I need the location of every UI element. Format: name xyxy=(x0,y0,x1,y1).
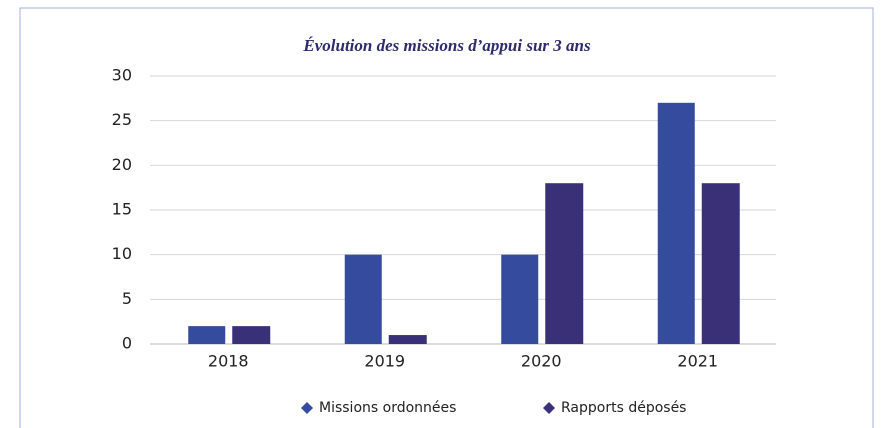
legend-label: Missions ordonnées xyxy=(319,400,456,416)
x-tick-label: 2020 xyxy=(521,352,562,371)
frame xyxy=(19,7,874,428)
y-tick-label: 20 xyxy=(112,155,132,174)
y-tick-label: 30 xyxy=(112,66,132,85)
bar xyxy=(388,335,427,344)
x-tick-label: 2019 xyxy=(364,352,405,371)
y-tick-label: 15 xyxy=(112,200,132,219)
y-tick-label: 5 xyxy=(122,289,132,308)
y-tick-label: 25 xyxy=(112,110,132,129)
bar xyxy=(501,254,539,344)
legend-label: Rapports déposés xyxy=(561,400,686,416)
bar xyxy=(232,326,271,344)
x-tick-label: 2021 xyxy=(677,352,718,371)
bar xyxy=(701,183,740,344)
bar xyxy=(344,254,382,344)
y-tick-label: 10 xyxy=(112,244,132,263)
bar xyxy=(188,326,226,344)
legend-marker xyxy=(301,402,313,414)
bar xyxy=(545,183,584,344)
bar xyxy=(657,102,695,344)
legend-marker xyxy=(543,402,555,414)
x-tick-label: 2018 xyxy=(208,352,249,371)
chart-title: Évolution des missions d’appui sur 3 ans xyxy=(302,36,591,55)
y-tick-label: 0 xyxy=(122,334,132,353)
